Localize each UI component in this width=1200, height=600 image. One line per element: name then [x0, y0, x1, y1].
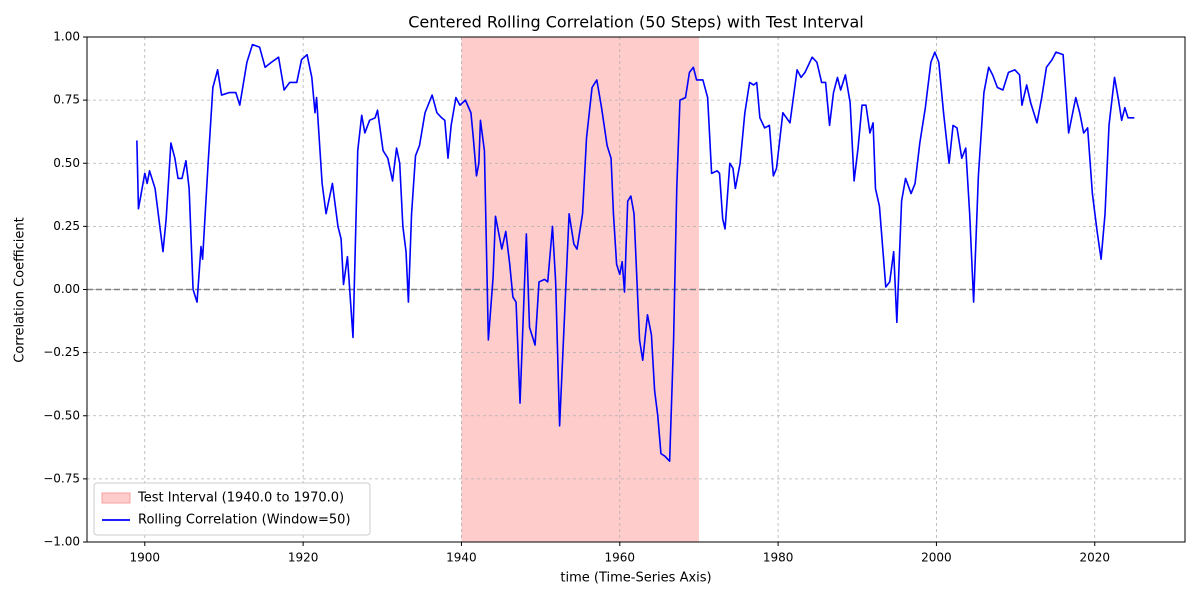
y-axis-label: Correlation Coefficient [13, 217, 28, 363]
plot-frame [86, 36, 1186, 543]
y-tick-label: −0.25 [43, 345, 80, 359]
y-tick-label: −0.50 [43, 408, 80, 422]
y-tick-label: 0.75 [53, 93, 80, 107]
legend-label: Rolling Correlation (Window=50) [138, 513, 351, 528]
y-tick-label: −0.75 [43, 471, 80, 485]
y-tick-label: 1.00 [53, 30, 80, 44]
chart-title: Centered Rolling Correlation (50 Steps) … [408, 13, 863, 32]
x-tick-label: 2020 [1079, 551, 1110, 565]
x-tick-label: 1940 [446, 551, 477, 565]
x-axis-label: time (Time-Series Axis) [560, 571, 711, 586]
x-tick-label: 1920 [288, 551, 319, 565]
y-tick-label: −1.00 [43, 535, 80, 549]
x-tick-label: 2000 [921, 551, 952, 565]
x-tick-label: 1980 [763, 551, 794, 565]
y-tick-label: 0.50 [53, 156, 80, 170]
legend-label: Test Interval (1940.0 to 1970.0) [137, 491, 344, 506]
legend-box [93, 482, 371, 536]
y-tick-label: 0.00 [53, 282, 80, 296]
x-tick-label: 1900 [130, 551, 161, 565]
y-tick-label: 0.25 [53, 219, 80, 233]
series-line [136, 43, 1135, 462]
legend-swatch [101, 492, 131, 504]
legend: Test Interval (1940.0 to 1970.0) Rolling … [93, 482, 371, 536]
x-tick-label: 1960 [604, 551, 635, 565]
